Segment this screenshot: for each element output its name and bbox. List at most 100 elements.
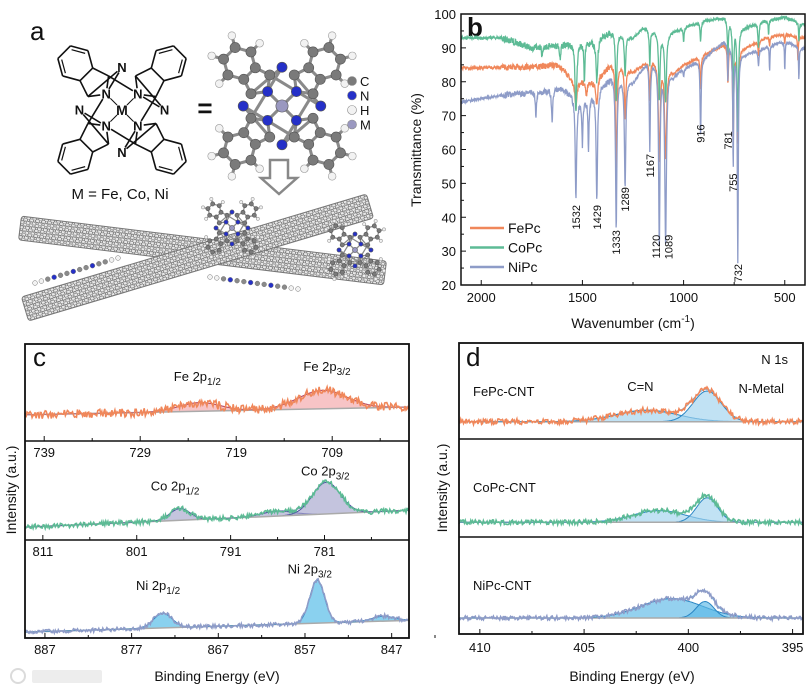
atom-c	[248, 201, 254, 207]
bond	[218, 211, 233, 224]
bond	[150, 50, 157, 69]
adsorbed-molecule	[201, 197, 263, 259]
atom-bg	[100, 88, 113, 101]
x-tick-label: 709	[321, 445, 343, 460]
atom	[108, 257, 115, 263]
x-axis-label-superscript: -1	[681, 314, 690, 325]
bond	[150, 151, 157, 170]
legend-atom-h-icon	[347, 105, 357, 115]
legend-atom-c-icon	[347, 76, 357, 86]
atom-c	[288, 69, 300, 81]
atom-h	[300, 164, 309, 173]
atom-h	[207, 51, 216, 61]
x-tick-label: 867	[207, 642, 229, 657]
atom	[234, 278, 240, 284]
atom-h	[250, 197, 255, 201]
x-tick-label: 395	[782, 640, 804, 655]
panel-label-d: d	[466, 342, 480, 372]
peak-label: Ni 2p3/2	[288, 561, 333, 580]
peak-label-main: Ni 2p	[136, 578, 166, 593]
adsorbed-molecule	[324, 219, 386, 281]
atom-n	[346, 253, 352, 259]
atom-n-label: N	[133, 118, 142, 133]
atom-n-label: N	[160, 103, 169, 118]
y-axis-label: Intensity (a.u.)	[3, 446, 19, 535]
bond	[62, 138, 81, 145]
atom-n	[291, 86, 302, 97]
atom-c	[264, 131, 276, 143]
atom-c	[376, 228, 382, 234]
atom-c	[245, 112, 257, 124]
atom-c	[218, 53, 229, 65]
bond	[359, 236, 372, 251]
y-tick-label: 30	[442, 244, 456, 259]
atom-c	[347, 260, 353, 266]
edge-on-molecule	[32, 255, 121, 286]
legend-label: FePc	[508, 220, 541, 236]
x-tick-label: 847	[381, 642, 403, 657]
bond	[155, 45, 174, 52]
atom-n	[245, 225, 251, 231]
atom-c	[207, 212, 213, 218]
peak-label-subscript: 1/2	[207, 377, 221, 388]
atom-c	[328, 228, 334, 234]
bond	[57, 58, 64, 77]
panel-label-b: b	[467, 12, 483, 42]
fit-envelope	[25, 481, 409, 528]
bond	[79, 80, 89, 97]
legend-atom-label: M	[360, 118, 371, 133]
x-tick-label: 877	[121, 642, 143, 657]
spectrum-line	[458, 587, 804, 623]
bond	[215, 227, 228, 242]
x-tick-label: 857	[294, 642, 316, 657]
atom-n	[229, 241, 235, 247]
atom-c	[251, 238, 257, 244]
atom-n-label: N	[101, 118, 110, 133]
atom-n	[336, 247, 342, 253]
atom-h	[324, 268, 328, 273]
atom-c	[216, 203, 222, 209]
y-tick-label: 80	[442, 75, 456, 90]
atom-n	[291, 115, 302, 126]
atom	[38, 278, 45, 284]
atom-n	[368, 247, 374, 253]
peak-label: C=N	[627, 379, 653, 394]
atom-n	[352, 231, 358, 237]
atom-h	[259, 246, 263, 251]
bond	[178, 59, 183, 74]
bond	[178, 146, 183, 161]
atom-c	[245, 46, 257, 58]
atom-c	[218, 209, 224, 215]
peak-label: Fe 2p3/2	[303, 359, 351, 378]
atom-n	[223, 231, 229, 237]
atom-m-label: M	[116, 102, 128, 118]
peak-label: 781	[723, 131, 735, 149]
atom-c	[224, 238, 230, 244]
peak-label-main: Co 2p	[301, 464, 336, 479]
peak-label: Fe 2p1/2	[174, 369, 222, 388]
atom	[281, 284, 288, 290]
bond	[87, 50, 94, 69]
spectrum-line	[24, 479, 410, 532]
atom-c	[328, 266, 334, 272]
atom-n-label: N	[101, 87, 110, 102]
peak-label: 1429	[592, 205, 604, 229]
y-tick-label: 50	[442, 176, 456, 191]
atom-c	[323, 42, 335, 53]
atom-h	[327, 257, 332, 262]
atom-h	[227, 31, 237, 40]
bond	[62, 75, 81, 82]
x-tick-label: 2000	[467, 290, 496, 305]
atom-c	[210, 249, 216, 255]
bond	[134, 75, 166, 111]
bond	[249, 66, 283, 95]
x-tick-label: 719	[225, 445, 247, 460]
watermark-icon	[10, 668, 26, 684]
bond	[92, 143, 109, 153]
bond	[180, 58, 187, 77]
atom-h	[373, 277, 378, 281]
atom-c	[330, 234, 336, 240]
atom-c	[264, 69, 276, 81]
atom-h	[327, 172, 337, 181]
